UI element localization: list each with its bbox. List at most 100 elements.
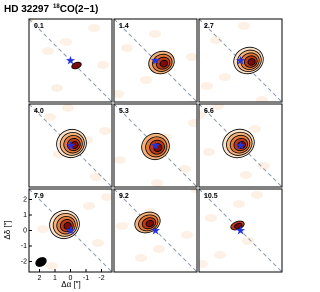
noise	[251, 191, 263, 199]
noise	[135, 254, 147, 262]
noise	[60, 38, 72, 46]
star: ★	[150, 224, 161, 238]
panel-label: 10.5	[204, 193, 218, 200]
panel-frame	[198, 188, 283, 273]
emission-contour	[63, 222, 72, 230]
y-tick-label: 1	[23, 212, 27, 219]
noise	[203, 148, 215, 156]
noise	[212, 104, 224, 110]
noise	[153, 245, 165, 253]
panel: ★ 1.4	[113, 18, 198, 103]
noise	[258, 162, 270, 170]
panel: ★ 6.6	[198, 103, 283, 188]
panel-label: 1.4	[119, 23, 129, 30]
title: HD 32297 18CO(2−1)	[4, 4, 98, 15]
y-tick-label: -1	[21, 243, 27, 250]
y-axis-label: Δδ [″]	[3, 220, 12, 239]
noise	[99, 127, 111, 135]
panel: ★ 5.3	[113, 103, 198, 188]
star: ★	[235, 224, 246, 238]
noise	[151, 179, 163, 187]
panel-label: 2.7	[204, 23, 214, 30]
noise	[88, 24, 100, 32]
panel-label: 4.0	[34, 108, 44, 115]
emission-contour	[71, 61, 82, 70]
noise	[83, 202, 95, 210]
disk-axis	[29, 19, 112, 102]
emission-contour	[145, 220, 155, 228]
noise	[116, 222, 128, 230]
noise	[188, 119, 197, 127]
panel: ★ 7.9 2 1 0 -1 -2 2 1 0 -1 -2	[21, 188, 113, 282]
noise	[201, 82, 213, 90]
panel-frame	[113, 18, 198, 103]
panel: ★ 0.1	[28, 18, 113, 103]
title-molecule: CO(2−1)	[60, 4, 99, 15]
noise	[121, 44, 133, 52]
x-tick-label: 1	[53, 275, 57, 282]
x-tick-label: 0	[69, 275, 73, 282]
disk-axis	[199, 189, 282, 272]
noise	[242, 237, 254, 245]
star: ★	[235, 139, 246, 153]
emission-contour	[153, 143, 163, 152]
panel-frame	[113, 103, 198, 188]
panel-label: 0.1	[34, 23, 44, 30]
noise	[219, 73, 231, 81]
panel-content: ★	[199, 189, 282, 272]
panel-content: ★	[199, 19, 282, 102]
panel-content: ★	[114, 189, 197, 272]
beam	[35, 257, 47, 267]
noise	[140, 76, 152, 84]
emission-contour	[237, 141, 246, 149]
noise	[62, 104, 74, 112]
noise	[149, 30, 161, 38]
star: ★	[65, 224, 76, 238]
noise	[51, 84, 63, 92]
noise	[114, 156, 126, 164]
panel: ★ 10.5	[198, 188, 283, 273]
y-tick-label: -2	[21, 258, 27, 265]
noise	[114, 90, 124, 98]
panel: ★ 4.0	[28, 103, 113, 188]
emission-contour	[159, 59, 169, 68]
noise	[205, 214, 217, 222]
noise	[214, 251, 226, 259]
x-tick-label: -2	[98, 275, 104, 282]
star: ★	[235, 54, 246, 68]
star: ★	[65, 139, 76, 153]
star: ★	[150, 139, 161, 153]
panel: ★ 2.7	[198, 18, 283, 103]
panel-frame	[198, 103, 283, 188]
panel-content: ★	[29, 189, 112, 272]
panel-frame	[198, 18, 283, 103]
noise	[46, 262, 58, 270]
noise	[90, 173, 102, 181]
noise	[249, 125, 261, 133]
noise	[92, 239, 104, 247]
noise	[179, 165, 191, 173]
noise	[186, 53, 197, 61]
emission-contour	[70, 141, 79, 149]
noise	[238, 22, 250, 30]
noise	[256, 96, 268, 102]
panel-frame	[113, 188, 198, 273]
panel-content: ★	[199, 104, 282, 187]
star: ★	[150, 54, 161, 68]
figure: HD 32297 18CO(2−1) Δδ [″] Δα [″] ★ 0.1 ★ 1.4…	[3, 4, 283, 289]
x-tick-label: 2	[38, 275, 42, 282]
noise	[199, 260, 208, 268]
panel-content: ★	[114, 104, 197, 187]
panel-content: ★	[29, 104, 112, 187]
panel-label: 9.2	[119, 193, 129, 200]
noise	[199, 111, 206, 119]
panel-content: ★	[114, 19, 197, 102]
noise	[101, 193, 112, 201]
panel: ★ 9.2	[113, 188, 198, 273]
emission-contour	[247, 58, 256, 66]
noise	[42, 47, 54, 55]
panel-label: 6.6	[204, 108, 214, 115]
noise	[233, 200, 245, 208]
noise	[37, 225, 49, 233]
title-isotope: 18	[53, 4, 60, 10]
